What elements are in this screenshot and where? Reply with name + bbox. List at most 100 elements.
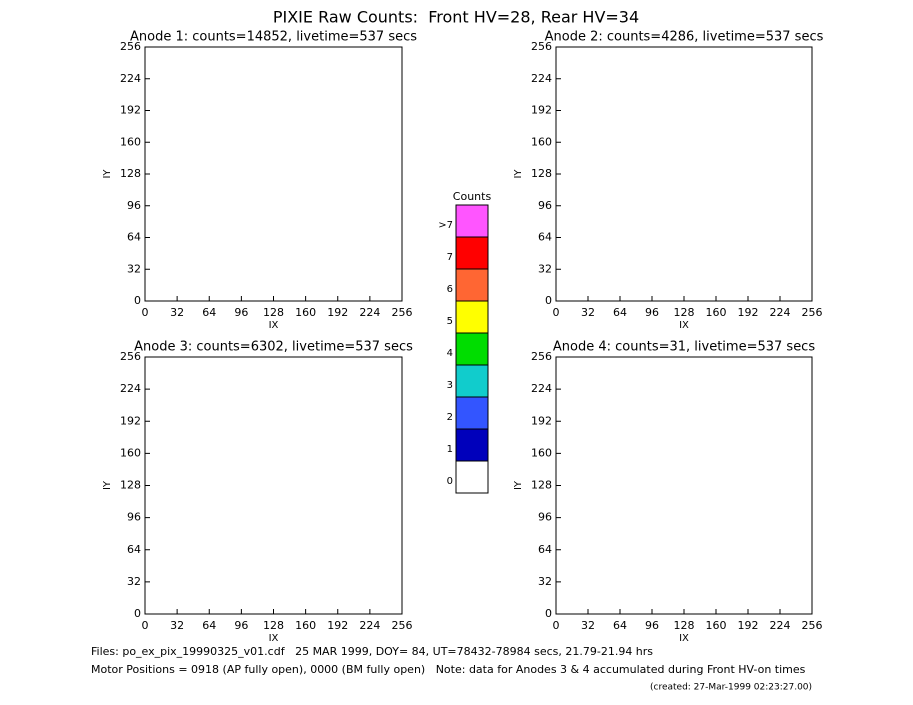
y-tick-label: 160	[120, 135, 141, 148]
x-tick-label: 192	[327, 619, 348, 632]
x-tick-label: 160	[706, 619, 727, 632]
y-tick-label: 192	[531, 104, 552, 117]
y-axis-label: IY	[102, 480, 113, 490]
x-tick-label: 64	[202, 306, 216, 319]
y-axis-label: IY	[102, 169, 113, 179]
footer-motor: Motor Positions = 0918 (AP fully open), …	[91, 663, 806, 676]
colorbar-label: 5	[447, 316, 453, 327]
x-tick-label: 160	[706, 306, 727, 319]
y-tick-label: 256	[120, 350, 141, 363]
x-tick-label: 256	[392, 619, 413, 632]
y-tick-label: 128	[120, 167, 141, 180]
x-axis-label: IX	[269, 633, 279, 644]
x-tick-label: 128	[674, 306, 695, 319]
y-tick-label: 224	[120, 72, 141, 85]
colorbar-box	[455, 236, 489, 270]
x-tick-label: 160	[295, 306, 316, 319]
x-tick-label: 160	[295, 619, 316, 632]
footer-files: Files: po_ex_pix_19990325_v01.cdf 25 MAR…	[91, 645, 653, 658]
x-axis-label: IX	[679, 633, 689, 644]
x-tick-label: 32	[581, 306, 595, 319]
y-tick-label: 256	[531, 350, 552, 363]
y-tick-label: 0	[545, 607, 552, 620]
page-title: PIXIE Raw Counts: Front HV=28, Rear HV=3…	[273, 8, 639, 27]
x-tick-label: 256	[802, 306, 823, 319]
x-tick-label: 64	[613, 306, 627, 319]
x-tick-label: 96	[234, 306, 248, 319]
colorbar-title: Counts	[453, 190, 492, 203]
colorbar-box	[455, 396, 489, 430]
x-tick-label: 128	[674, 619, 695, 632]
x-axis-label: IX	[679, 320, 689, 331]
y-tick-label: 160	[531, 135, 552, 148]
x-tick-label: 192	[738, 619, 759, 632]
x-tick-label: 32	[170, 619, 184, 632]
y-tick-label: 160	[531, 446, 552, 459]
y-tick-label: 128	[531, 479, 552, 492]
y-tick-label: 96	[538, 199, 552, 212]
colorbar-label: 6	[447, 284, 453, 295]
colorbar-label: 4	[447, 348, 453, 359]
colorbar-box	[455, 268, 489, 302]
y-tick-label: 192	[531, 414, 552, 427]
x-tick-label: 192	[327, 306, 348, 319]
y-tick-label: 96	[127, 199, 141, 212]
x-tick-label: 64	[613, 619, 627, 632]
x-tick-label: 192	[738, 306, 759, 319]
colorbar-box	[455, 332, 489, 366]
x-tick-label: 0	[553, 619, 560, 632]
y-tick-label: 64	[538, 543, 552, 556]
x-tick-label: 256	[802, 619, 823, 632]
colorbar-box	[455, 428, 489, 462]
y-tick-label: 256	[531, 40, 552, 53]
y-tick-label: 96	[127, 511, 141, 524]
footer-created: (created: 27-Mar-1999 02:23:27.00)	[650, 683, 812, 693]
y-tick-label: 224	[531, 382, 552, 395]
colorbar-label: 2	[447, 412, 453, 423]
colorbar-label: >7	[438, 220, 453, 231]
panel-title: Anode 1: counts=14852, livetime=537 secs	[130, 30, 417, 45]
y-tick-label: 256	[120, 40, 141, 53]
x-tick-label: 32	[170, 306, 184, 319]
y-tick-label: 128	[120, 479, 141, 492]
x-tick-label: 96	[234, 619, 248, 632]
colorbar-box	[455, 460, 489, 494]
panel-title: Anode 4: counts=31, livetime=537 secs	[553, 340, 815, 355]
x-tick-label: 128	[263, 306, 284, 319]
y-tick-label: 128	[531, 167, 552, 180]
y-tick-label: 192	[120, 104, 141, 117]
x-tick-label: 224	[359, 306, 380, 319]
y-tick-label: 64	[127, 231, 141, 244]
y-tick-label: 32	[127, 262, 141, 275]
colorbar-box	[455, 204, 489, 238]
x-tick-label: 0	[553, 306, 560, 319]
y-tick-label: 0	[134, 607, 141, 620]
x-tick-label: 224	[359, 619, 380, 632]
colorbar-box	[455, 300, 489, 334]
y-tick-label: 64	[127, 543, 141, 556]
y-tick-label: 32	[538, 575, 552, 588]
colorbar-label: 3	[447, 380, 453, 391]
y-tick-label: 192	[120, 414, 141, 427]
x-axis-label: IX	[269, 320, 279, 331]
y-tick-label: 224	[120, 382, 141, 395]
panel-title: Anode 2: counts=4286, livetime=537 secs	[545, 30, 824, 45]
y-tick-label: 32	[538, 262, 552, 275]
x-tick-label: 224	[770, 306, 791, 319]
colorbar-label: 0	[447, 476, 453, 487]
y-axis-label: IY	[513, 480, 524, 490]
panel-title: Anode 3: counts=6302, livetime=537 secs	[134, 340, 413, 355]
y-tick-label: 96	[538, 511, 552, 524]
x-tick-label: 256	[392, 306, 413, 319]
x-tick-label: 64	[202, 619, 216, 632]
x-tick-label: 96	[645, 306, 659, 319]
y-tick-label: 160	[120, 446, 141, 459]
x-tick-label: 32	[581, 619, 595, 632]
colorbar-box	[455, 364, 489, 398]
y-tick-label: 64	[538, 231, 552, 244]
x-tick-label: 96	[645, 619, 659, 632]
y-tick-label: 0	[134, 294, 141, 307]
y-tick-label: 224	[531, 72, 552, 85]
colorbar-label: 1	[447, 444, 453, 455]
